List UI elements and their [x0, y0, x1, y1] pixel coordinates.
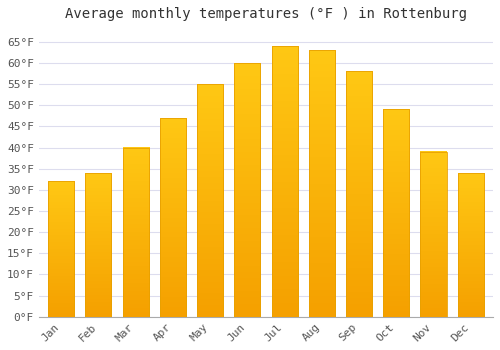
Bar [272, 46, 297, 317]
Bar [420, 152, 446, 317]
Bar [122, 148, 148, 317]
Bar [48, 181, 74, 317]
Bar [86, 173, 112, 317]
Bar [160, 118, 186, 317]
Title: Average monthly temperatures (°F ) in Rottenburg: Average monthly temperatures (°F ) in Ro… [65, 7, 467, 21]
Bar [458, 173, 483, 317]
Bar [234, 63, 260, 317]
Bar [308, 50, 335, 317]
Bar [346, 71, 372, 317]
Bar [383, 110, 409, 317]
Bar [197, 84, 223, 317]
